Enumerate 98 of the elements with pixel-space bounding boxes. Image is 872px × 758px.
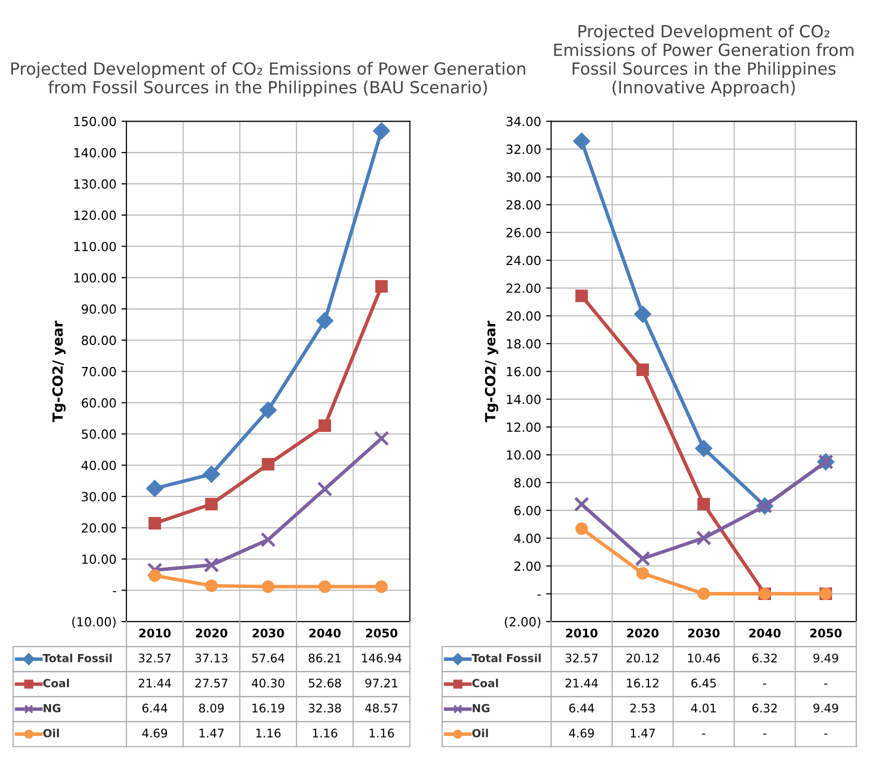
y-tick-label: 24.00	[506, 256, 541, 266]
legend-label: NG	[44, 704, 60, 712]
y-tick-label: 22.00	[506, 284, 541, 293]
data-label: 21.44	[138, 678, 172, 688]
y-tick-label: 60.00	[82, 398, 116, 408]
data-label: 6.32	[752, 704, 777, 713]
data-label: -	[824, 684, 828, 685]
y-tick-label: 140.00	[74, 148, 116, 158]
legend-label: Coal	[472, 678, 498, 688]
y-tick-label: 30.00	[82, 492, 116, 502]
y-tick-label: 120.00	[74, 210, 116, 220]
y-tick-label: 70.00	[82, 366, 116, 376]
y-axis-title: Tg-CO2/ year	[52, 320, 66, 422]
y-tick-label: 10.00	[82, 554, 116, 564]
data-label: 40.30	[252, 678, 284, 688]
legend-label: Oil	[472, 728, 488, 738]
y-tick-label: 32.00	[506, 144, 541, 154]
x-tick-label: 2050	[366, 628, 398, 638]
data-label: 20.12	[626, 654, 658, 663]
data-label: 1.16	[370, 728, 394, 738]
data-label: 1.47	[200, 728, 224, 738]
y-tick-label: 100.00	[74, 273, 116, 283]
data-label: 6.45	[691, 678, 716, 688]
x-tick-label: 2030	[688, 628, 720, 638]
x-tick-label: 2040	[309, 628, 341, 638]
data-label: 16.12	[627, 678, 658, 688]
data-label: 97.21	[365, 678, 398, 688]
chart-title: Projected Development of CO₂ Emissions of Power Generation from Fossil Sources in the Philippines (Innovative Approach)	[554, 24, 854, 97]
data-label: 52.68	[308, 678, 341, 688]
data-label: 32.57	[566, 654, 598, 663]
data-label: 146.94	[362, 654, 402, 663]
data-label: 2.53	[630, 704, 655, 713]
data-label: 1.47	[630, 728, 655, 738]
chart-title: Projected Development of CO₂ Emissions of Power Generation from Fossil Sources in the Philippines (BAU Scenario)	[11, 62, 526, 97]
x-tick-label: 2050	[810, 628, 842, 638]
y-tick-label: 18.00	[506, 339, 541, 349]
y-tick-label: (10.00)	[72, 616, 116, 628]
y-tick-label: (2.00)	[504, 616, 540, 628]
y-axis-title: Tg-CO2/ year	[484, 320, 498, 422]
y-tick-label: 14.00	[506, 394, 541, 404]
y-tick-label: 28.00	[506, 200, 541, 210]
data-label: 1.16	[312, 728, 338, 738]
data-label: 48.57	[365, 704, 398, 713]
legend-label: NG	[472, 704, 490, 712]
data-label: 6.32	[752, 654, 777, 663]
data-label: 32.57	[138, 654, 171, 663]
data-label: 6.44	[142, 704, 168, 713]
y-tick-label: 40.00	[82, 460, 116, 470]
legend-label: Oil	[43, 728, 59, 738]
data-label: -	[763, 734, 766, 735]
data-label: 6.44	[569, 704, 594, 713]
y-tick-label: 8.00	[514, 478, 541, 488]
y-tick-label: 12.00	[506, 422, 541, 432]
y-tick-label: 80.00	[82, 336, 116, 346]
y-tick-label: 34.00	[506, 116, 541, 126]
data-label: 1.16	[256, 728, 281, 738]
data-label: 8.09	[199, 704, 224, 713]
x-tick-label: 2020	[196, 628, 228, 638]
data-label: 21.44	[566, 678, 598, 688]
x-tick-label: 2020	[627, 628, 659, 638]
data-label: -	[763, 684, 766, 685]
x-tick-label: 2040	[749, 628, 781, 638]
data-label: 9.49	[813, 704, 838, 713]
y-tick-label: 110.00	[74, 242, 116, 252]
y-tick-label: 130.00	[74, 179, 116, 189]
y-tick-label: -	[537, 594, 541, 596]
y-tick-label: 26.00	[506, 228, 541, 238]
data-label: 9.49	[813, 654, 838, 663]
y-tick-label: 20.00	[506, 311, 541, 321]
data-label: 10.46	[688, 654, 720, 663]
x-tick-label: 2010	[139, 628, 171, 638]
data-label: 4.01	[691, 704, 716, 713]
y-tick-label: 20.00	[82, 523, 116, 533]
y-tick-label: 10.00	[506, 450, 541, 460]
y-tick-label: 150.00	[74, 116, 116, 126]
y-tick-label: 6.00	[514, 506, 541, 516]
data-label: 27.57	[195, 678, 228, 688]
data-label: 37.13	[195, 654, 228, 663]
data-label: 4.69	[142, 728, 168, 738]
data-label: -	[702, 734, 706, 735]
legend-label: Coal	[43, 678, 69, 688]
y-tick-label: 30.00	[506, 172, 541, 182]
y-tick-label: 4.00	[514, 534, 541, 544]
data-label: 86.21	[308, 654, 341, 663]
y-tick-label: 50.00	[82, 429, 116, 439]
x-tick-label: 2030	[252, 628, 284, 638]
legend-label: Total Fossil	[472, 654, 541, 662]
data-label: 57.64	[252, 654, 284, 663]
data-label: 4.69	[569, 728, 594, 738]
data-label: -	[824, 734, 828, 735]
y-tick-label: 2.00	[514, 561, 541, 571]
y-tick-label: 90.00	[82, 304, 116, 314]
legend-label: Total Fossil	[42, 654, 112, 662]
data-label: 16.19	[252, 704, 284, 713]
data-label: 32.38	[308, 704, 341, 713]
x-tick-label: 2010	[566, 628, 598, 638]
y-tick-label: -	[112, 591, 116, 592]
y-tick-label: 16.00	[506, 366, 541, 376]
